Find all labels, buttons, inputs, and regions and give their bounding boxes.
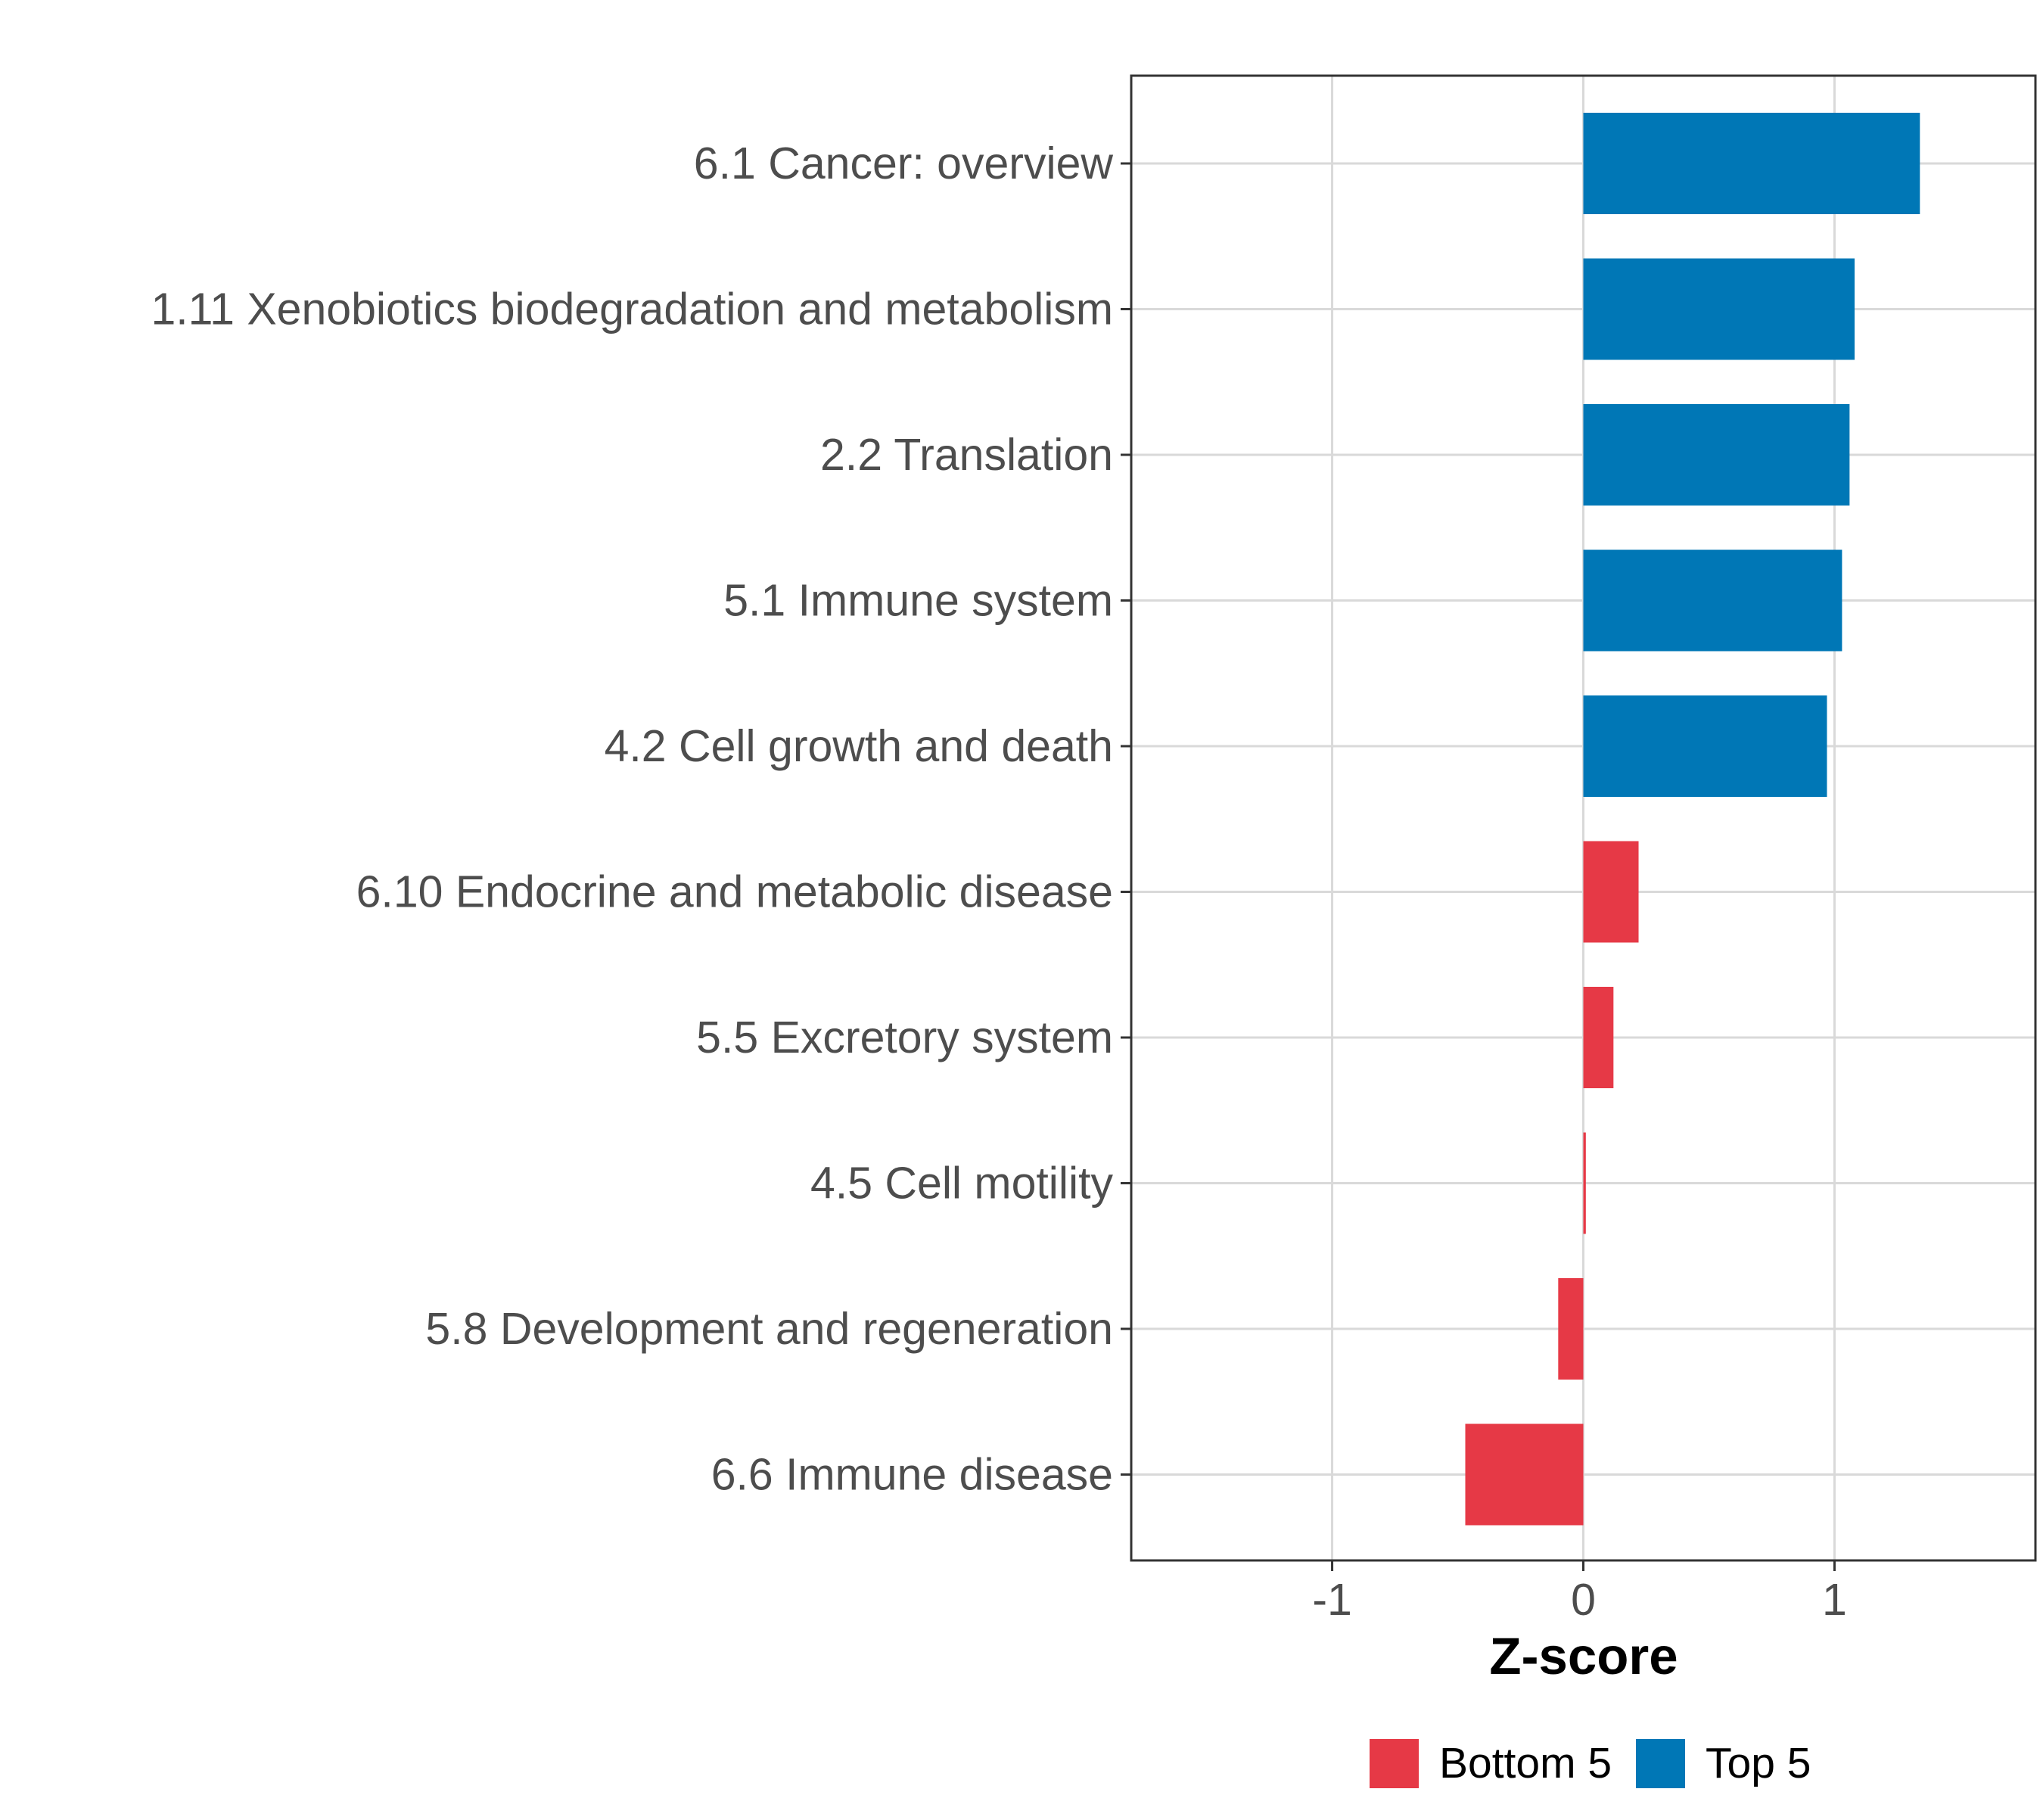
bar <box>1583 549 1842 652</box>
y-tick-label: 2.2 Translation <box>820 430 1113 480</box>
bar-layer <box>1465 113 1920 1526</box>
legend-label: Top 5 <box>1706 1739 1811 1787</box>
y-tick-label: 6.6 Immune disease <box>711 1450 1113 1500</box>
bar <box>1583 258 1855 360</box>
y-tick-label: 5.1 Immune system <box>723 576 1113 626</box>
x-tick-label: -1 <box>1312 1575 1351 1625</box>
y-tick-label: 1.11 Xenobiotics biodegradation and meta… <box>151 285 1113 334</box>
bar <box>1583 113 1920 214</box>
bar <box>1583 841 1639 943</box>
bar <box>1558 1278 1584 1380</box>
bar <box>1465 1423 1584 1526</box>
legend: Bottom 5 Top 5 <box>1370 1739 1811 1788</box>
bar <box>1583 404 1850 506</box>
x-axis-title: Z-score <box>1489 1627 1678 1685</box>
bar <box>1583 695 1827 797</box>
y-tick-label: 5.5 Excretory system <box>696 1013 1113 1062</box>
legend-swatch <box>1636 1739 1685 1788</box>
y-tick-label: 6.1 Cancer: overview <box>694 138 1114 188</box>
x-tick-label: 0 <box>1571 1575 1596 1625</box>
bar <box>1583 987 1614 1088</box>
y-tick-label: 4.5 Cell motility <box>810 1159 1114 1209</box>
y-axis: 6.1 Cancer: overview 1.11 Xenobiotics bio… <box>151 138 1131 1500</box>
x-tick-label: 1 <box>1822 1575 1847 1625</box>
legend-label: Bottom 5 <box>1439 1739 1612 1787</box>
x-axis: -1 0 1 <box>1312 1560 1847 1625</box>
bar <box>1583 1132 1586 1234</box>
legend-swatch <box>1370 1739 1419 1788</box>
y-tick-label: 5.8 Development and regeneration <box>425 1304 1113 1354</box>
y-tick-label: 6.10 Endocrine and metabolic disease <box>356 867 1113 917</box>
y-tick-label: 4.2 Cell growth and death <box>605 721 1113 771</box>
